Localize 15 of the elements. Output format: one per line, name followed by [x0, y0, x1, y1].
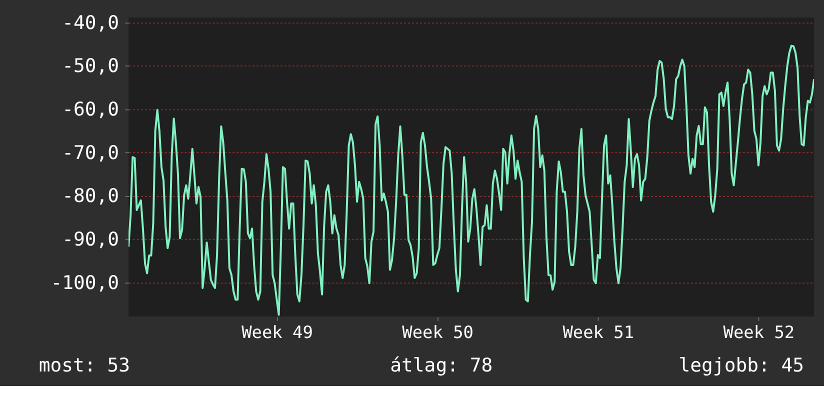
- y-tick-label: -100,0: [50, 272, 120, 294]
- line-series: [128, 44, 814, 316]
- x-tick-label: Week 49: [242, 322, 313, 342]
- x-tick-label: Week 52: [723, 322, 795, 342]
- x-tick-label: Week 50: [402, 322, 474, 342]
- text: átlag: 78: [390, 354, 493, 376]
- y-tick-label: -90,0: [62, 228, 120, 250]
- y-tick-label: -40,0: [62, 12, 120, 34]
- x-tick-label: Week 51: [562, 322, 634, 342]
- text: most: 53: [38, 354, 130, 376]
- y-tick-label: -70,0: [62, 142, 120, 164]
- y-tick-label: -80,0: [62, 185, 120, 208]
- y-tick-label: -50,0: [62, 55, 120, 78]
- text: legjobb: 45: [678, 354, 804, 376]
- y-tick-label: -60,0: [62, 98, 120, 121]
